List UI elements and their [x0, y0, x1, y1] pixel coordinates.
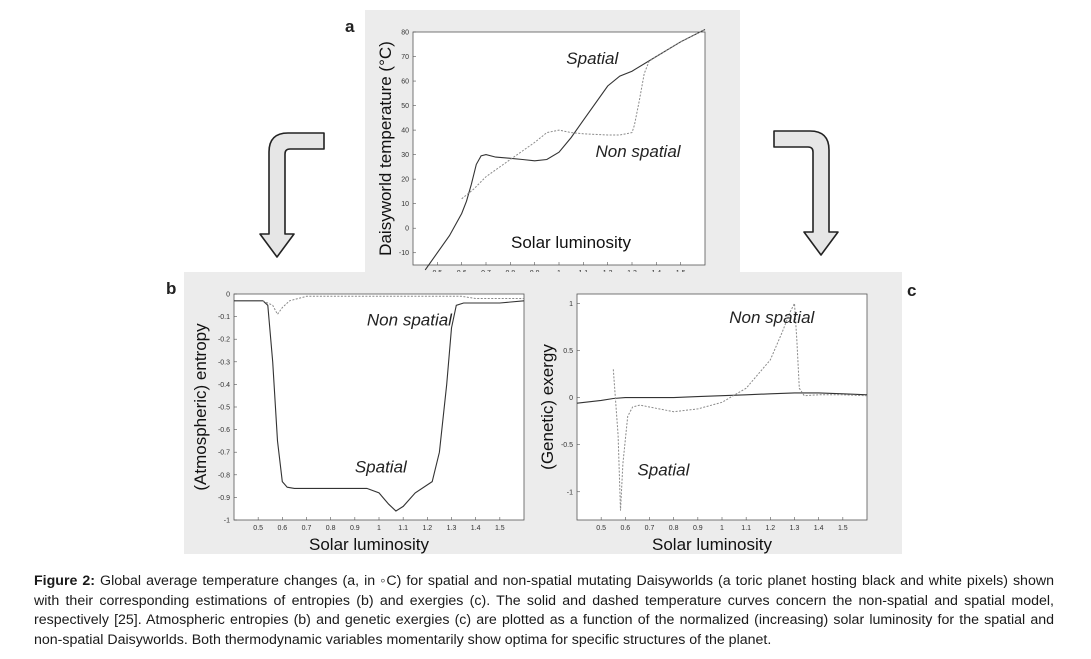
y-tick-label: 60: [401, 79, 409, 86]
y-tick-label: 70: [401, 54, 409, 61]
x-tick-label: 0.8: [669, 525, 679, 532]
x-tick-label: 1.3: [790, 525, 800, 532]
series-line-dashed: [461, 29, 706, 200]
x-tick-label: 1.1: [398, 525, 408, 532]
plot-area: [576, 293, 868, 521]
y-tick-label: 1: [569, 301, 573, 308]
x-tick-label: 0.8: [326, 525, 336, 532]
y-tick-label: -0.7: [218, 450, 230, 457]
y-tick-label: -0.4: [218, 382, 230, 389]
y-tick-label: 40: [401, 128, 409, 135]
figure-caption: Figure 2: Global average temperature cha…: [34, 572, 1054, 650]
y-tick-label: -1: [224, 518, 230, 525]
plot-area: [412, 31, 706, 266]
x-tick-label: 1: [377, 525, 381, 532]
y-tick-label: 30: [401, 152, 409, 159]
x-tick-label: 1.4: [471, 525, 481, 532]
x-tick-label: 0.7: [302, 525, 312, 532]
annotation-label: Non spatial: [596, 142, 682, 161]
x-tick-label: 1.4: [814, 525, 824, 532]
y-tick-label: -1: [567, 489, 573, 496]
chart-c: 0.5 0.6 0.7 0.8 0.9 1 1.1 1.2 1.3 1.4 1.5 1 0.5 0 -0.5…: [538, 293, 868, 554]
y-axis-label: (Genetic) exergy: [538, 344, 557, 470]
y-tick-label: -0.9: [218, 495, 230, 502]
x-axis-label: Solar luminosity: [309, 535, 429, 554]
x-tick-label: 1.5: [838, 525, 848, 532]
y-tick-label: -0.1: [218, 314, 230, 321]
x-tick-label: 0.6: [620, 525, 630, 532]
y-tick-label: 20: [401, 177, 409, 184]
series-line-dashed: [612, 301, 868, 511]
x-tick-label: 1.2: [765, 525, 775, 532]
panel-a: 0.50.60.70.80.911.11.21.31.41.5-10010203…: [365, 10, 740, 277]
x-tick-label: 0.9: [693, 525, 703, 532]
caption-lead: Figure 2:: [34, 573, 95, 589]
x-tick-label: 0.9: [350, 525, 360, 532]
x-axis-label: Solar luminosity: [652, 535, 772, 554]
y-tick-label: -0.8: [218, 472, 230, 479]
panel-label-a: a: [345, 17, 355, 36]
y-tick-label: 80: [401, 30, 409, 37]
series-line-dashed: [262, 295, 524, 316]
panel-c: 0.5 0.6 0.7 0.8 0.9 1 1.1 1.2 1.3 1.4 1.5 1 0.5 0 -0.5…: [537, 272, 902, 554]
annotation-label: Spatial: [637, 461, 690, 480]
y-tick-label: 10: [401, 201, 409, 208]
x-tick-label: 1.5: [495, 525, 505, 532]
y-tick-label: 0: [569, 395, 573, 402]
y-tick-label: -0.5: [561, 442, 573, 449]
panel-label-b: b: [166, 279, 177, 298]
y-axis-label: Daisyworld temperature (°C): [376, 41, 395, 256]
y-tick-label: -10: [399, 250, 409, 257]
series-line-solid: [424, 29, 706, 271]
x-tick-label: 1.1: [741, 525, 751, 532]
caption-text: Global average temperature changes (a, i…: [34, 573, 1054, 648]
annotation-label: Spatial: [355, 458, 408, 477]
x-tick-label: 0.5: [253, 525, 263, 532]
x-tick-label: 0.5: [596, 525, 606, 532]
panel-label-c: c: [907, 281, 917, 300]
x-tick-label: 0.7: [645, 525, 655, 532]
y-tick-label: -0.3: [218, 359, 230, 366]
y-tick-label: 0: [226, 292, 230, 299]
y-tick-label: 0: [405, 226, 409, 233]
chart-b: 0.5 0.6 0.7 0.8 0.9 1 1.1 1.2 1.3 1.4 1.5 0 -0.1 -0.2…: [191, 292, 525, 554]
x-tick-label: 1.2: [422, 525, 432, 532]
x-tick-label: 0.6: [277, 525, 287, 532]
chart-a: 0.50.60.70.80.911.11.21.31.41.5-10010203…: [376, 29, 706, 277]
x-tick-label: 1.3: [447, 525, 457, 532]
x-axis-label: Solar luminosity: [511, 233, 631, 252]
y-tick-label: -0.6: [218, 427, 230, 434]
y-axis-label: (Atmospheric) entropy: [191, 323, 210, 491]
annotation-label: Non spatial: [367, 311, 453, 330]
panel-b: 0.5 0.6 0.7 0.8 0.9 1 1.1 1.2 1.3 1.4 1.5 0 -0.1 -0.2…: [184, 272, 537, 554]
annotation-label: Spatial: [566, 49, 619, 68]
series-line-solid: [234, 300, 525, 512]
y-tick-label: -0.5: [218, 405, 230, 412]
arrow-left-icon: [259, 132, 325, 258]
y-tick-label: 0.5: [563, 348, 573, 355]
y-tick-label: 50: [401, 103, 409, 110]
annotation-label: Non spatial: [729, 308, 815, 327]
x-tick-label: 1: [720, 525, 724, 532]
arrow-right-icon: [773, 130, 839, 256]
y-tick-label: -0.2: [218, 337, 230, 344]
